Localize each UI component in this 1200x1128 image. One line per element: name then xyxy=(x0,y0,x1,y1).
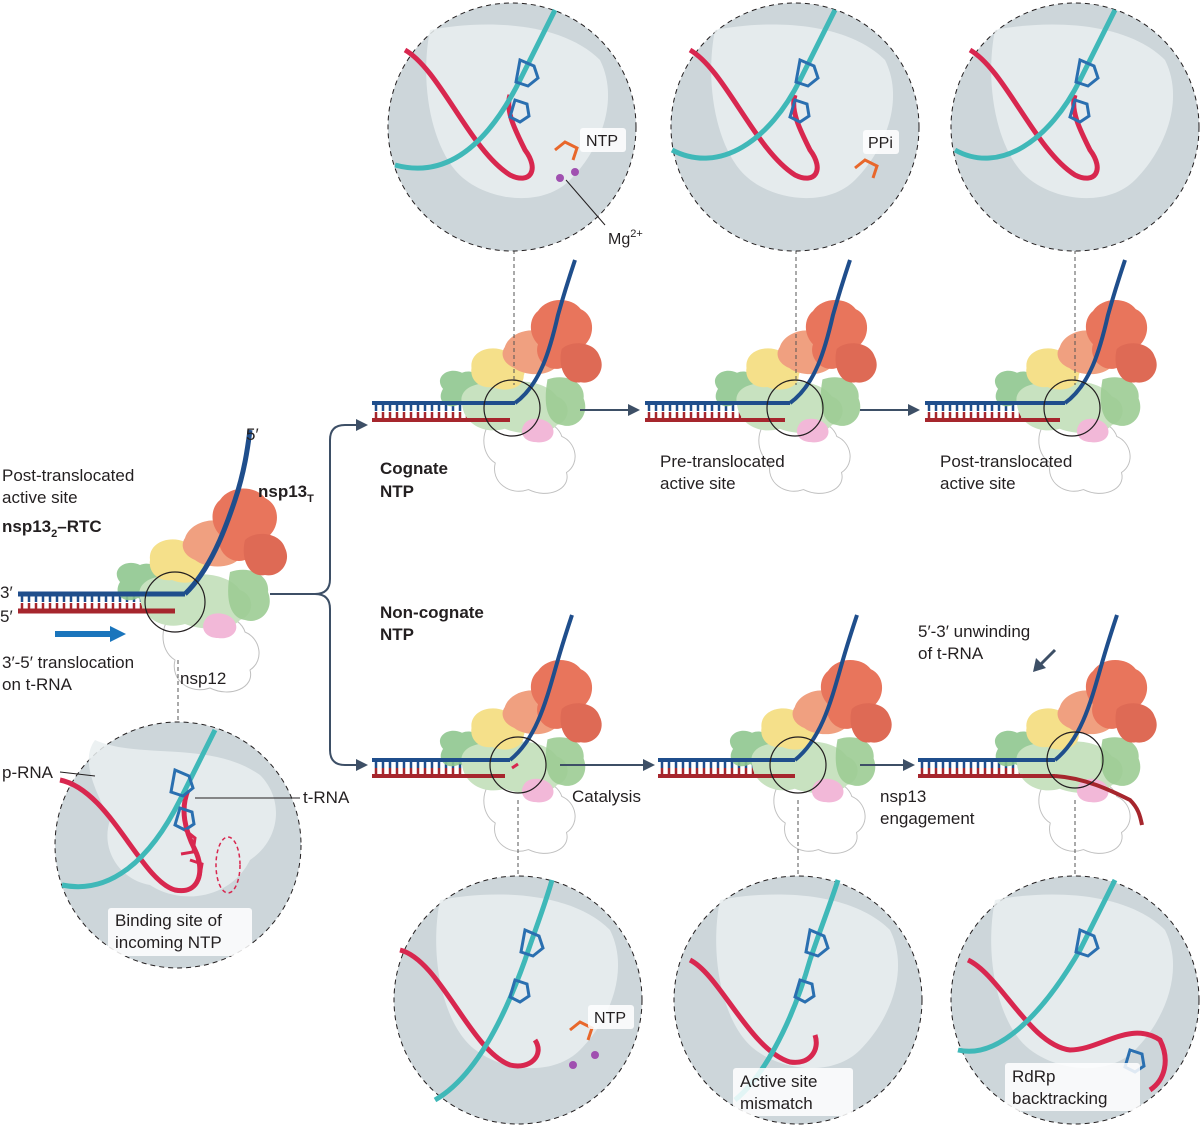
cognate-label-line1: Cognate xyxy=(380,459,448,478)
top-inset-1 xyxy=(387,2,637,252)
branch-arrows xyxy=(270,424,360,766)
noncognate-complex-2 xyxy=(658,614,893,880)
nsp13t-label: nsp13T xyxy=(258,482,314,505)
left-inset-pink-ribbon xyxy=(59,777,203,894)
mismatch-line1: Active site xyxy=(740,1072,817,1091)
nsp12-label: nsp12 xyxy=(180,669,226,688)
top-inset-2 xyxy=(670,2,920,252)
left-title-line1: Post-translocated xyxy=(2,466,134,485)
left-five-prime-bottom: 5′ xyxy=(0,607,13,626)
cognate-complex-1 xyxy=(372,250,603,494)
cognate-complex-3 xyxy=(925,250,1158,494)
t-rna-label: t-RNA xyxy=(303,788,350,807)
left-three-prime: 3′ xyxy=(0,583,13,602)
ppi-label: PPi xyxy=(868,135,893,152)
incoming-ntp-site xyxy=(215,836,241,894)
bottom-inset-1 xyxy=(393,875,643,1125)
backtracking-line2: backtracking xyxy=(1012,1089,1107,1108)
bottom-inset-2 xyxy=(673,875,923,1125)
backtracking-line1: RdRp xyxy=(1012,1067,1055,1086)
translocation-line1: 3′-5′ translocation xyxy=(2,653,134,672)
noncognate-label-line2: NTP xyxy=(380,625,414,644)
unwinding-line2: of t-RNA xyxy=(918,644,984,663)
translocation-line2: on t-RNA xyxy=(2,675,73,694)
noncognate-label-line1: Non-cognate xyxy=(380,603,484,622)
nsp13-engagement-line1: nsp13 xyxy=(880,787,926,806)
left-active-site-circle xyxy=(144,571,206,633)
cognate-label-line2: NTP xyxy=(380,482,414,501)
cognate-complex-2 xyxy=(645,250,878,494)
unwinding-line1: 5′-3′ unwinding xyxy=(918,622,1030,641)
top-inset-3 xyxy=(950,2,1200,252)
binding-site-line1: Binding site of xyxy=(115,911,222,930)
post-translocated-line2: active site xyxy=(940,474,1016,493)
left-five-prime-top: 5′ xyxy=(246,425,259,444)
left-complex xyxy=(18,429,288,725)
top-inset-ntp-label: NTP xyxy=(586,133,618,150)
mismatch-line2: mismatch xyxy=(740,1094,813,1113)
pre-translocated-line1: Pre-translocated xyxy=(660,452,785,471)
left-duplex xyxy=(18,591,185,614)
noncognate-complex-3 xyxy=(918,614,1158,880)
catalysis-label: Catalysis xyxy=(572,787,641,806)
bottom-inset-ntp-label: NTP xyxy=(594,1010,626,1027)
bottom-inset-3 xyxy=(950,875,1200,1125)
nsp13-engagement-line2: engagement xyxy=(880,809,975,828)
left-inset xyxy=(54,721,302,969)
binding-site-line2: incoming NTP xyxy=(115,933,222,952)
complex-name: nsp132–RTC xyxy=(2,517,102,540)
left-inset-cyan-ribbon xyxy=(61,728,218,890)
mg-label: Mg2+ xyxy=(608,228,643,248)
unwinding-arrow xyxy=(1038,648,1057,667)
p-rna-label: p-RNA xyxy=(2,763,54,782)
left-template-strand xyxy=(183,429,253,596)
pre-translocated-line2: active site xyxy=(660,474,736,493)
post-translocated-line1: Post-translocated xyxy=(940,452,1072,471)
noncognate-complex-1 xyxy=(372,614,603,880)
left-title-line2: active site xyxy=(2,488,78,507)
